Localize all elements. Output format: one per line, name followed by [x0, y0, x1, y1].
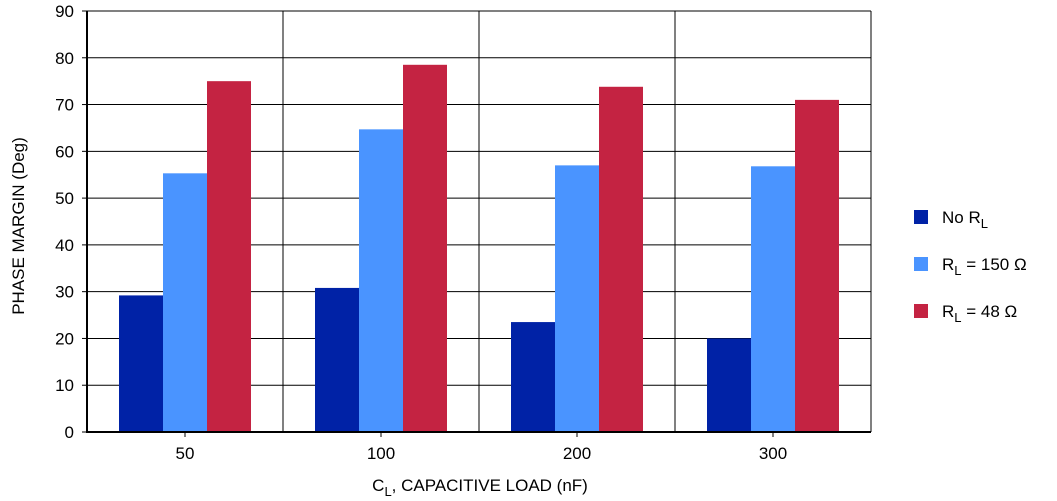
bar: [119, 295, 163, 432]
bar: [707, 338, 751, 432]
y-tick-label: 90: [55, 2, 74, 21]
bar: [403, 64, 447, 433]
y-axis-label: PHASE MARGIN (Deg): [9, 137, 28, 315]
x-tick-label: 50: [176, 444, 195, 463]
legend-swatch: [914, 304, 928, 318]
y-tick-label: 80: [55, 49, 74, 68]
bar: [795, 99, 839, 432]
y-tick-label: 30: [55, 283, 74, 302]
y-tick-labels: 0 10 20 30 40 50 60 70 80 90: [55, 2, 74, 442]
bar: [751, 166, 795, 432]
bar: [163, 173, 207, 432]
bar: [599, 86, 643, 432]
legend: No RL RL = 150 Ω RL = 48 Ω: [914, 208, 1027, 325]
y-tick-label: 60: [55, 142, 74, 161]
x-axis-label-sub: L: [384, 484, 391, 499]
bar: [359, 129, 403, 432]
bar: [511, 322, 555, 432]
x-tick-labels: 50 100 200 300: [176, 444, 788, 463]
x-tick-label: 100: [367, 444, 395, 463]
y-tick-label: 70: [55, 96, 74, 115]
y-tick-label: 40: [55, 236, 74, 255]
legend-label: No RL: [942, 208, 988, 231]
legend-swatch: [914, 210, 928, 224]
legend-swatch: [914, 257, 928, 271]
x-tick-label: 200: [563, 444, 591, 463]
bar: [315, 287, 359, 432]
x-axis-label: CL, CAPACITIVE LOAD (nF): [372, 476, 588, 499]
bar: [555, 165, 599, 432]
bars: [119, 64, 839, 433]
x-axis-label-suffix: , CAPACITIVE LOAD (nF): [392, 476, 588, 495]
y-tick-label: 50: [55, 189, 74, 208]
legend-label: RL = 150 Ω: [942, 255, 1027, 278]
legend-label: RL = 48 Ω: [942, 302, 1017, 325]
x-tick-label: 300: [759, 444, 787, 463]
y-tick-label: 0: [65, 423, 74, 442]
bar: [207, 81, 251, 433]
y-tick-label: 10: [55, 376, 74, 395]
x-axis-label-main: C: [372, 476, 384, 495]
axes: [82, 10, 872, 437]
y-tick-label: 20: [55, 329, 74, 348]
